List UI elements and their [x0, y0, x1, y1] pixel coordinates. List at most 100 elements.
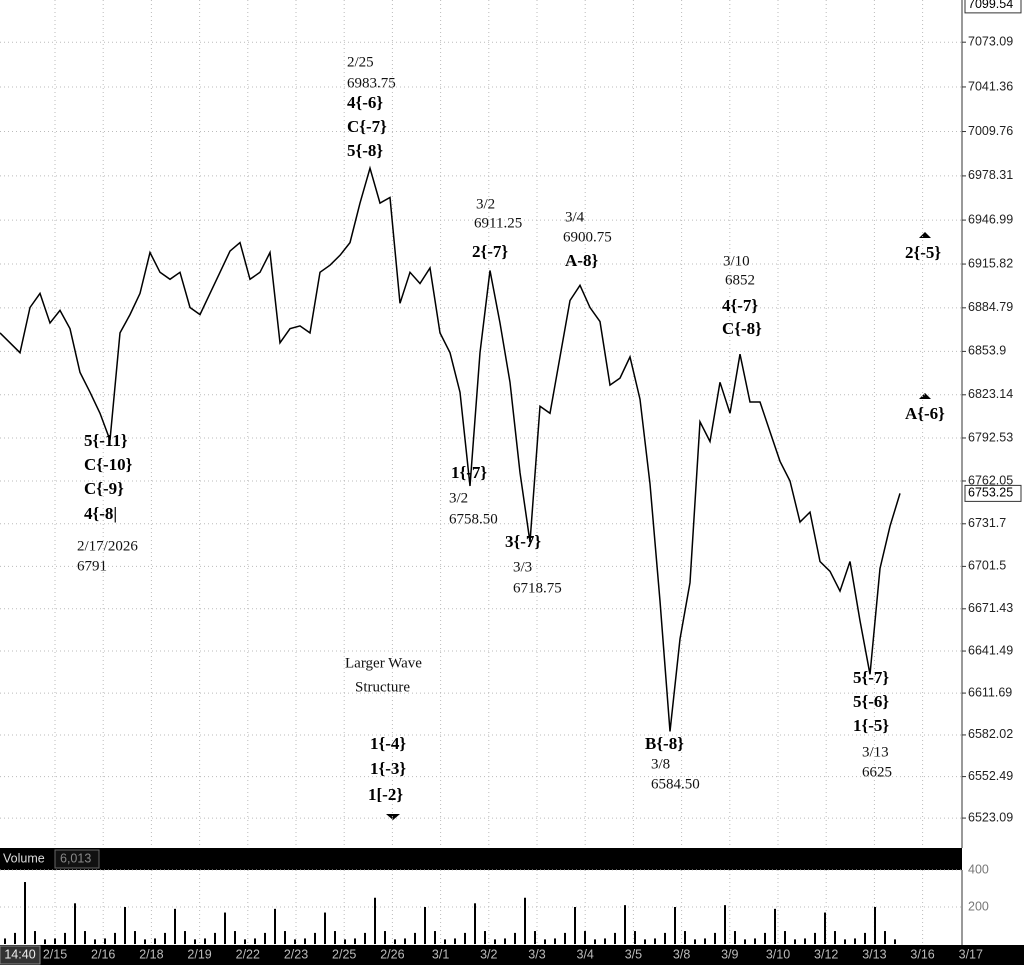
volume-bar — [514, 932, 516, 944]
wave-annotation: 5{-11} — [84, 431, 128, 450]
volume-bar — [704, 938, 706, 944]
y-tick-label: 6946.99 — [968, 212, 1013, 226]
volume-bar — [74, 903, 76, 944]
volume-bar — [4, 938, 6, 944]
x-tick-label: 3/5 — [625, 947, 642, 961]
y-tick-label: 6641.49 — [968, 643, 1013, 657]
y-tick-label: 6552.49 — [968, 769, 1013, 783]
wave-annotation: 2/25 — [347, 54, 374, 70]
volume-bar — [774, 908, 776, 944]
volume-bar — [674, 907, 676, 944]
last-price-box — [964, 484, 1022, 502]
wave-annotation: C{-10} — [84, 455, 133, 474]
volume-bar — [104, 938, 106, 944]
x-tick-label: 3/4 — [577, 947, 594, 961]
y-tick-label: 6853.9 — [968, 344, 1006, 358]
y-tick-label: 7009.76 — [968, 124, 1013, 138]
y-tick-label: 6731.7 — [968, 516, 1006, 530]
volume-bar — [524, 897, 526, 944]
wave-annotation: 6584.50 — [651, 776, 700, 792]
volume-bar — [714, 932, 716, 944]
volume-bar — [274, 908, 276, 944]
volume-bar — [454, 938, 456, 944]
volume-bar — [594, 939, 596, 944]
wave-annotation: 1{-3} — [370, 759, 406, 778]
volume-bar — [684, 931, 686, 944]
marker-up — [919, 393, 931, 399]
wave-annotation: 2{-5} — [905, 243, 941, 262]
wave-annotation: 2/17/2026 — [77, 538, 138, 554]
volume-bar — [224, 912, 226, 944]
volume-bar — [264, 932, 266, 944]
x-tick-label: 3/12 — [814, 947, 838, 961]
volume-bar — [534, 931, 536, 944]
volume-bar — [194, 939, 196, 944]
wave-annotation: 1{-7} — [451, 463, 487, 482]
volume-bar — [324, 912, 326, 944]
x-tick-label: 2/19 — [187, 947, 211, 961]
volume-bar — [504, 938, 506, 944]
volume-bar — [604, 938, 606, 944]
x-tick-label: 2/18 — [139, 947, 163, 961]
volume-bar — [24, 882, 26, 944]
volume-bar — [14, 932, 16, 944]
wave-annotation: Structure — [355, 679, 410, 695]
x-tick-label: 2/16 — [91, 947, 115, 961]
wave-annotation: 5{-8} — [347, 141, 383, 160]
wave-annotation: C{-7} — [347, 117, 387, 136]
volume-bar — [394, 939, 396, 944]
date-axis — [0, 945, 1024, 965]
volume-bar — [424, 907, 426, 944]
volume-bar — [374, 897, 376, 944]
wave-annotation: 3/3 — [513, 559, 532, 575]
time-box — [0, 945, 41, 965]
volume-bar — [624, 905, 626, 944]
volume-bar — [724, 905, 726, 944]
volume-bar — [614, 932, 616, 944]
volume-bar — [884, 931, 886, 944]
volume-box — [54, 849, 100, 869]
y-tick-label: 6582.02 — [968, 727, 1013, 741]
wave-annotation: A{-6} — [905, 404, 945, 423]
wave-annotation: 1{-5} — [853, 716, 889, 735]
volume-bar — [244, 939, 246, 944]
volume-bar — [664, 932, 666, 944]
volume-bar — [784, 931, 786, 944]
volume-bar — [124, 907, 126, 944]
volume-bar — [544, 939, 546, 944]
y-tick-label: 7073.09 — [968, 34, 1013, 48]
x-tick-label: 2/26 — [380, 947, 404, 961]
volume-bar — [134, 931, 136, 944]
x-tick-label: 2/22 — [236, 947, 260, 961]
wave-annotation: 1{-4} — [370, 734, 406, 753]
volume-bar — [174, 908, 176, 944]
wave-annotation: Larger Wave — [345, 655, 422, 671]
x-tick-label: 3/3 — [528, 947, 545, 961]
wave-annotation: 2{-7} — [472, 242, 508, 261]
wave-annotation: 3/4 — [565, 209, 585, 225]
volume-bar — [314, 932, 316, 944]
wave-annotation: 3{-7} — [505, 532, 541, 551]
volume-bar — [644, 939, 646, 944]
wave-annotation: 3/10 — [723, 253, 750, 269]
volume-current: 6,013 — [60, 851, 91, 865]
y-tick-label: 6671.43 — [968, 601, 1013, 615]
volume-bar — [764, 932, 766, 944]
volume-bar — [384, 931, 386, 944]
y-tick-label: 6978.31 — [968, 168, 1013, 182]
wave-annotation: 3/13 — [862, 744, 889, 760]
x-tick-label: 3/2 — [480, 947, 497, 961]
wave-annotation: 5{-7} — [853, 668, 889, 687]
wave-annotation: 6983.75 — [347, 75, 396, 91]
volume-bar — [794, 939, 796, 944]
wave-annotation: 6852 — [725, 272, 755, 288]
volume-bar — [834, 931, 836, 944]
volume-bar — [574, 907, 576, 944]
x-tick-label: 3/16 — [910, 947, 934, 961]
volume-bar — [284, 931, 286, 944]
top-price-box — [964, 0, 1022, 14]
volume-bar — [584, 931, 586, 944]
y-tick-label: 200 — [968, 899, 989, 913]
volume-bar — [874, 907, 876, 944]
